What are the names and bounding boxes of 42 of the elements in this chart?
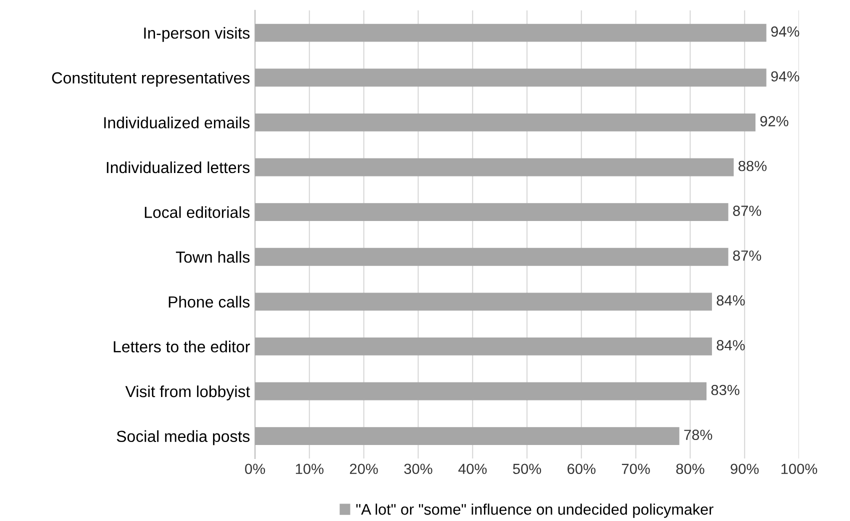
bar [255, 338, 712, 356]
legend-label: "A lot" or "some" influence on undecided policymaker [356, 504, 714, 518]
x-tick-label: 0% [245, 464, 266, 474]
x-tick-label: 80% [676, 464, 704, 474]
x-tick-label: 60% [568, 464, 596, 474]
text: 87% [733, 206, 762, 216]
y-tick-label: Visit from lobbyist [125, 385, 250, 400]
x-tick-label: 30% [404, 464, 432, 474]
text: 84% [716, 340, 745, 350]
bar [255, 24, 766, 42]
y-tick-label: In-person visits [144, 27, 250, 42]
y-tick-label: Local editorials [144, 206, 250, 218]
text: 88% [738, 160, 767, 172]
text: 78% [684, 430, 712, 440]
y-tick-label: Constitutent representatives [52, 72, 250, 87]
x-tick-label: 70% [622, 464, 650, 474]
text: 94% [771, 26, 800, 37]
bar [255, 248, 728, 266]
y-tick-label: Individualized emails [104, 116, 250, 128]
bar [255, 382, 707, 400]
x-tick-label: 50% [512, 464, 542, 474]
y-tick-label: Individualized letters [106, 161, 250, 174]
y-tick-label: Letters to the editor [114, 340, 250, 352]
y-tick-label: Social media posts [116, 430, 250, 446]
bar [255, 427, 680, 446]
bar [255, 68, 766, 87]
text: 84% [716, 295, 745, 306]
y-tick-label: Town halls [176, 251, 250, 263]
bar [255, 113, 756, 132]
text: 83% [711, 384, 740, 396]
bar [255, 203, 728, 222]
bar [255, 292, 712, 311]
text: 87% [733, 250, 762, 261]
x-tick-label: 10% [296, 464, 324, 474]
x-tick-label: 100% [781, 464, 818, 474]
text: 92% [760, 116, 788, 126]
y-tick-label: Phone calls [168, 296, 250, 308]
x-tick-label: 40% [458, 464, 487, 474]
x-tick-label: 20% [350, 464, 378, 474]
bar [255, 158, 734, 176]
text: 94% [771, 71, 800, 82]
x-tick-label: 90% [730, 464, 759, 474]
